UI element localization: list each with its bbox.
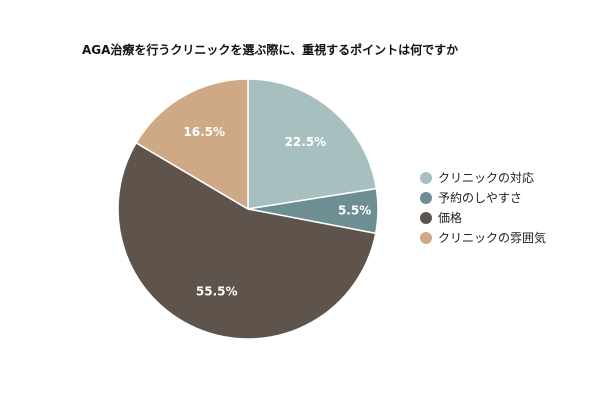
pie-slices xyxy=(117,78,379,340)
pie-slice-label: 16.5% xyxy=(183,125,225,139)
pie-slice-label: 55.5% xyxy=(196,285,238,299)
legend-label: クリニックの雰囲気 xyxy=(438,230,546,245)
legend-marker xyxy=(420,232,432,244)
pie-slice-label: 22.5% xyxy=(285,135,327,149)
legend-marker xyxy=(420,192,432,204)
pie-slice-labels: 22.5% 5.5% 55.5% 16.5% xyxy=(183,125,371,298)
legend-marker xyxy=(420,172,432,184)
pie-slice xyxy=(247,78,378,210)
pie-slice xyxy=(135,78,249,211)
chart-title: AGA治療を行うクリニックを選ぶ際に、重視するポイントは何ですか xyxy=(82,42,458,57)
legend-label: 予約のしやすさ xyxy=(438,190,522,205)
pie-slice xyxy=(117,141,377,340)
legend-label: 価格 xyxy=(438,210,462,225)
legend-marker xyxy=(420,212,432,224)
pie-slice-label: 5.5% xyxy=(338,204,371,218)
legend-label: クリニックの対応 xyxy=(438,171,534,185)
